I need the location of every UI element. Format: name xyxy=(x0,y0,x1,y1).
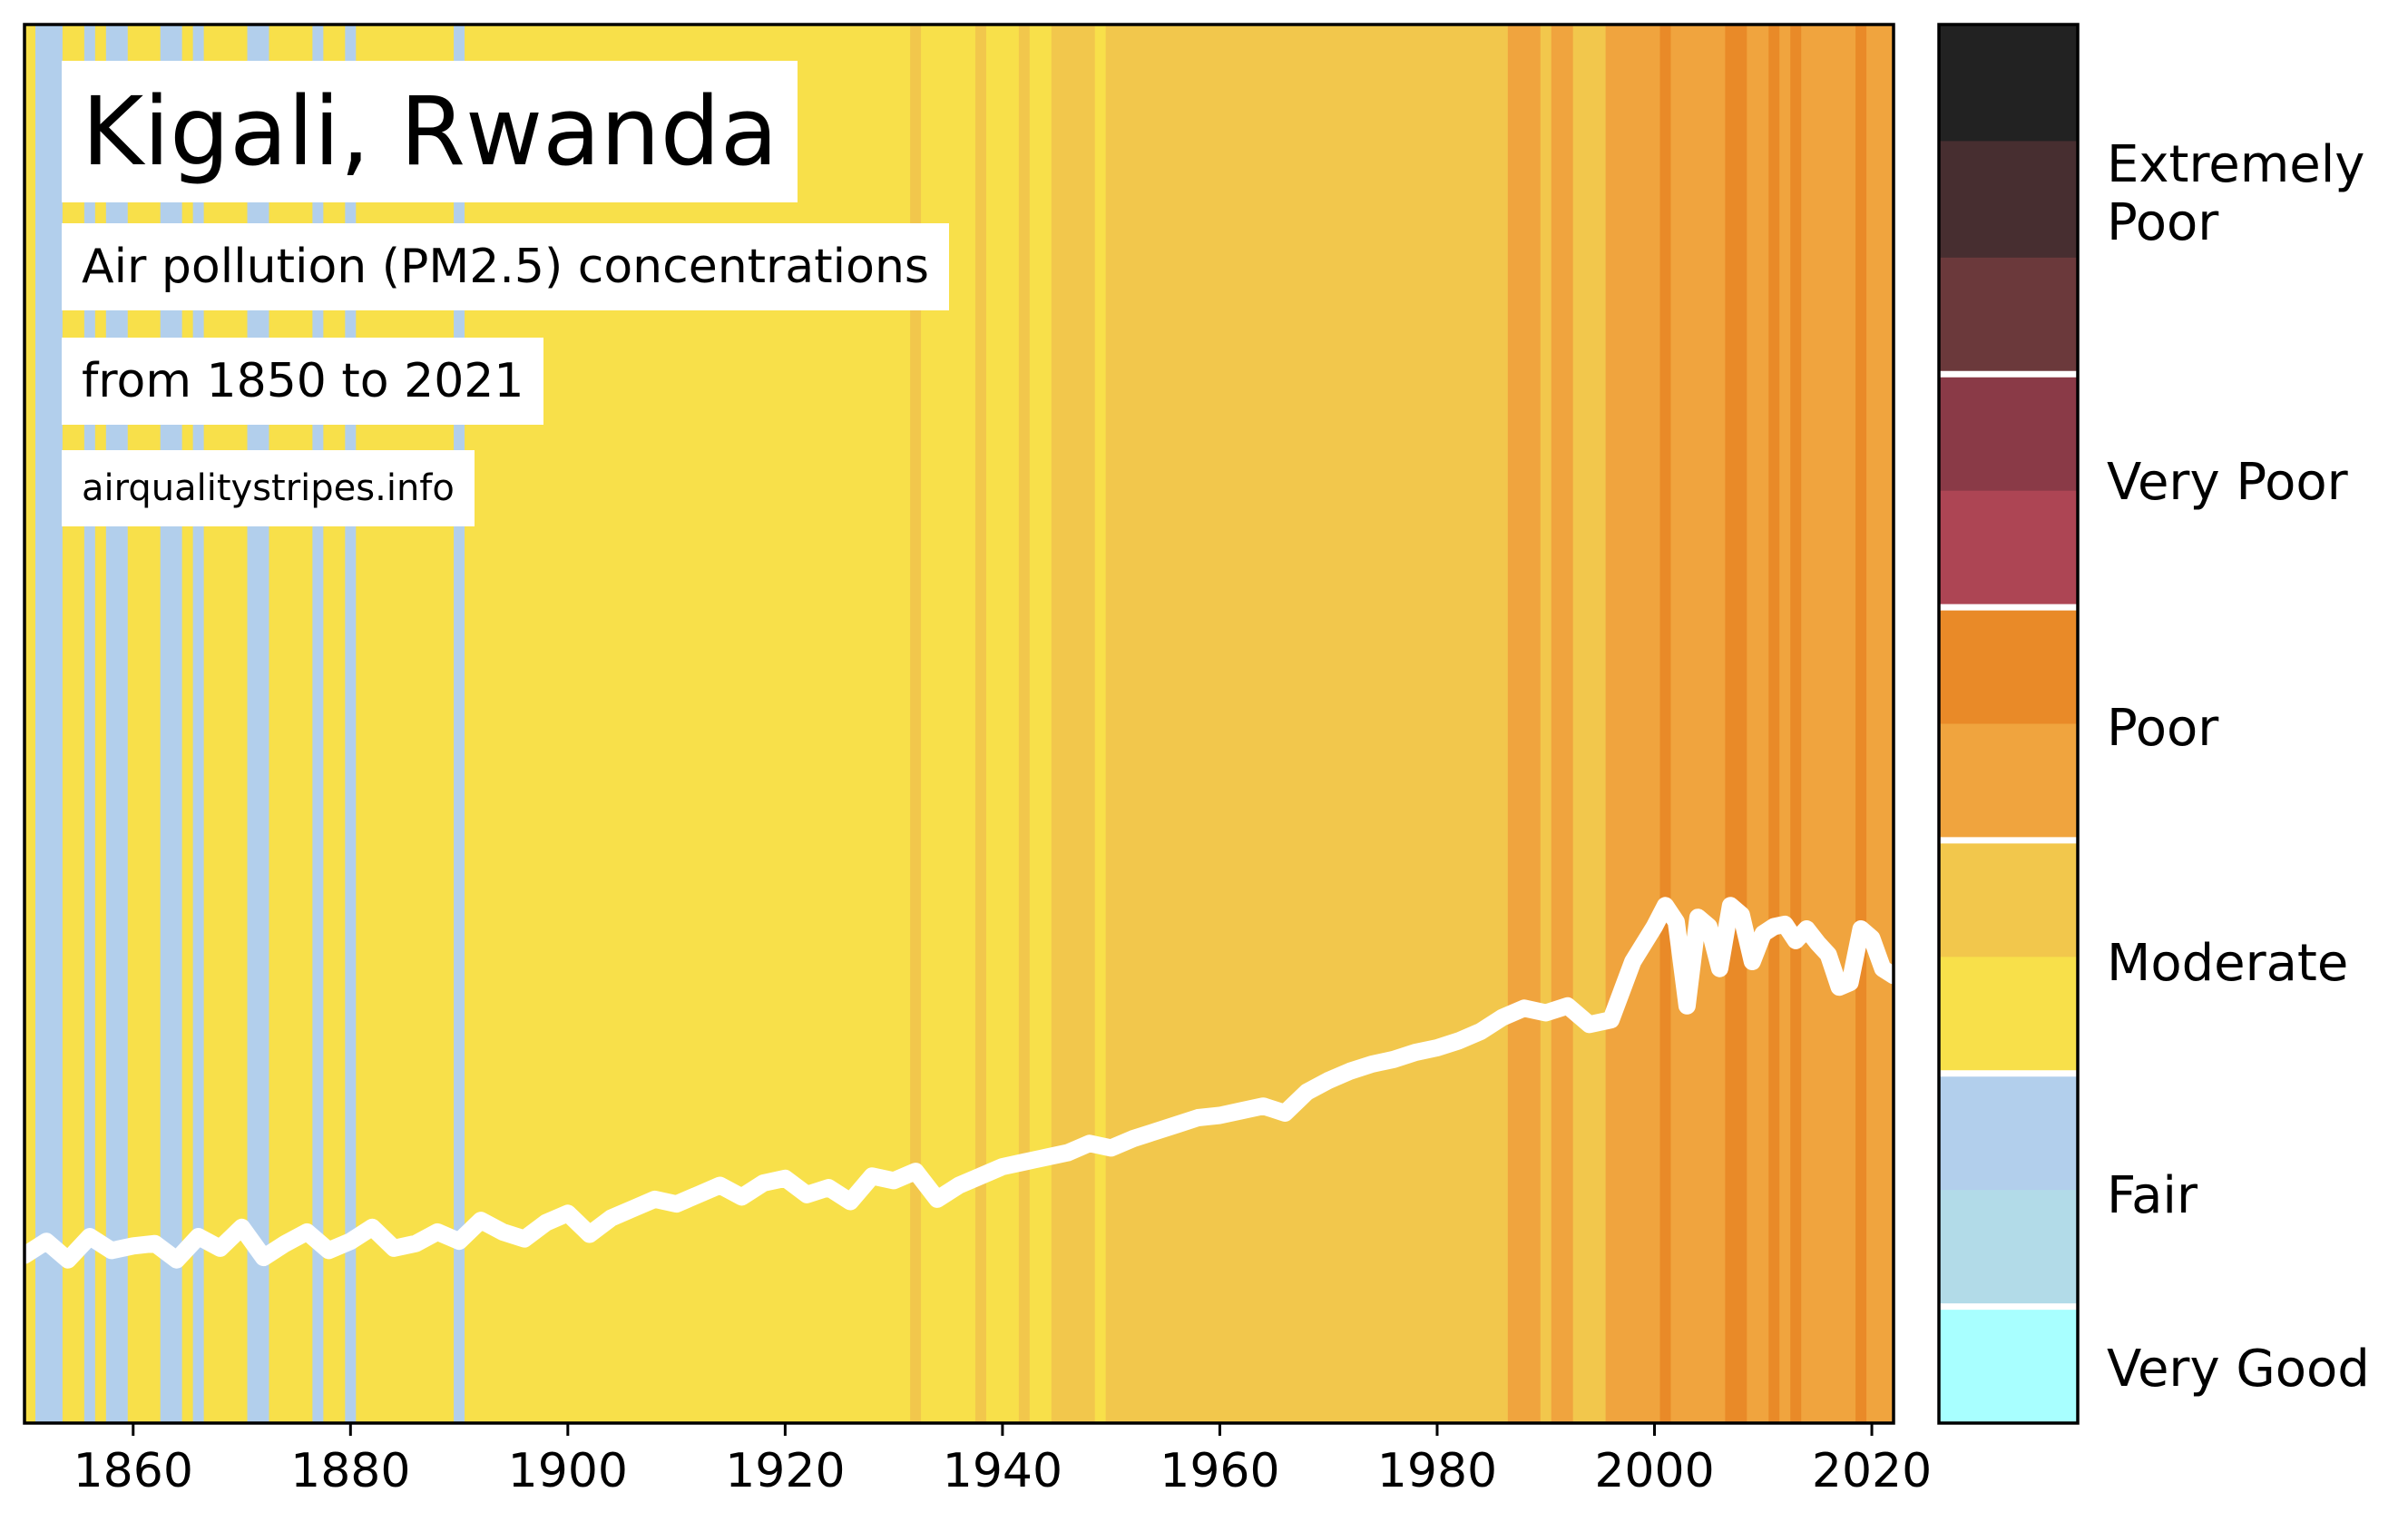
x-tick-label: 2000 xyxy=(1594,1444,1714,1498)
stripe xyxy=(985,25,1020,1423)
colorbar-segment xyxy=(1939,840,2078,957)
colorbar xyxy=(1939,25,2078,1424)
colorbar-segment xyxy=(1939,607,2078,725)
stripe xyxy=(1659,25,1672,1423)
source-label: airqualitystripes.info xyxy=(62,450,475,526)
colorbar-segment xyxy=(1939,1306,2078,1424)
stripe xyxy=(1605,25,1661,1423)
colorbar-label-extremely-poor-line2: Poor xyxy=(2107,193,2219,252)
stripe xyxy=(1779,25,1791,1423)
colorbar-label-very-good: Very Good xyxy=(2107,1340,2370,1399)
stripe xyxy=(974,25,987,1423)
colorbar-segment xyxy=(1939,25,2078,142)
stripe xyxy=(1551,25,1574,1423)
colorbar-label-extremely-poor: Extremely Poor xyxy=(2107,136,2364,252)
stripe xyxy=(34,25,64,1423)
stripe xyxy=(910,25,922,1423)
x-tick-label: 1980 xyxy=(1377,1444,1497,1498)
colorbar-label-moderate: Moderate xyxy=(2107,934,2349,993)
stripe xyxy=(1855,25,1867,1423)
stripe xyxy=(1670,25,1726,1423)
colorbar-segment xyxy=(1939,490,2078,608)
trend-line-group xyxy=(15,897,1903,1269)
stripe xyxy=(1747,25,1769,1423)
x-tick-label: 1920 xyxy=(725,1444,845,1498)
stripe xyxy=(1540,25,1552,1423)
stripe xyxy=(1801,25,1856,1423)
chart-subtitle-line1: Air pollution (PM2.5) concentrations xyxy=(62,223,949,310)
x-tick-label: 2020 xyxy=(1812,1444,1932,1498)
stripe xyxy=(1105,25,1509,1423)
stripe xyxy=(1725,25,1747,1423)
x-tick-label: 1900 xyxy=(508,1444,628,1498)
x-tick-label: 1940 xyxy=(943,1444,1062,1498)
stripe xyxy=(1018,25,1031,1423)
stripe xyxy=(24,25,36,1423)
colorbar-segment xyxy=(1939,1073,2078,1191)
colorbar-segment xyxy=(1939,957,2078,1075)
x-tick-label: 1860 xyxy=(73,1444,193,1498)
colorbar-label-fair: Fair xyxy=(2107,1166,2198,1225)
stripe xyxy=(1790,25,1802,1423)
stripe xyxy=(1768,25,1780,1423)
x-tick-label: 1880 xyxy=(290,1444,410,1498)
stripe xyxy=(1094,25,1107,1423)
plot-frame xyxy=(23,23,1895,1425)
stripe xyxy=(1051,25,1096,1423)
x-axis: 1860 1880 1900 1920 1940 1960 1980 2000 2020 xyxy=(73,1423,1932,1498)
colorbar-frame xyxy=(1937,23,2080,1425)
stripe xyxy=(1029,25,1052,1423)
stripe xyxy=(1572,25,1607,1423)
x-tick-label: 1960 xyxy=(1160,1444,1279,1498)
pm25-trend-line xyxy=(15,897,1903,1269)
stripe xyxy=(1507,25,1542,1423)
colorbar-segment xyxy=(1939,257,2078,375)
colorbar-label-extremely-poor-line1: Extremely xyxy=(2107,135,2365,194)
chart-title: Kigali, Rwanda xyxy=(62,61,798,202)
stripe xyxy=(1866,25,1894,1423)
chart-subtitle-line2: from 1850 to 2021 xyxy=(62,338,544,425)
colorbar-segment xyxy=(1939,1190,2078,1308)
colorbar-segment xyxy=(1939,141,2078,259)
colorbar-segment xyxy=(1939,374,2078,492)
colorbar-segment xyxy=(1939,723,2078,841)
colorbar-label-very-poor: Very Poor xyxy=(2107,453,2348,512)
colorbar-label-poor: Poor xyxy=(2107,699,2219,758)
